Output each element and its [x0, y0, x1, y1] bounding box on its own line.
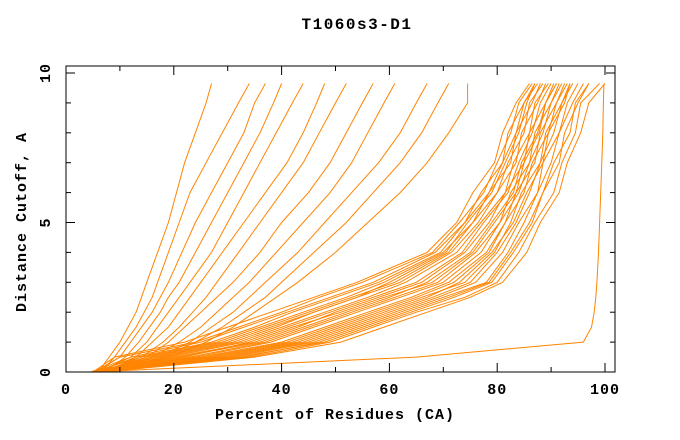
y-axis-label: Distance Cutoff, A	[14, 132, 31, 312]
plot-title: T1060s3-D1	[301, 16, 412, 34]
model-curve	[95, 83, 266, 373]
y-tick-label: 10	[38, 63, 55, 83]
tick-labels: 0 20 40 60 80 100 0 5 10	[38, 63, 620, 399]
model-curve	[103, 83, 606, 373]
model-curve	[97, 83, 212, 373]
x-tick-label: 40	[272, 382, 292, 399]
model-curve	[98, 83, 574, 373]
model-curve	[98, 83, 304, 373]
x-tick-label: 60	[379, 382, 399, 399]
model-curve	[100, 83, 347, 373]
model-curve	[92, 83, 605, 373]
model-curve	[103, 83, 283, 373]
plot-frame-and-ticks	[65, 65, 616, 373]
x-tick-label: 20	[164, 382, 184, 399]
model-curve	[103, 83, 469, 373]
y-tick-label: 5	[38, 217, 55, 227]
model-curve	[92, 83, 530, 373]
model-curve	[95, 83, 557, 373]
model-curve	[93, 83, 552, 373]
model-curve	[100, 83, 250, 373]
model-curve	[100, 83, 600, 373]
model-curve	[98, 83, 428, 373]
model-curve	[93, 83, 533, 373]
model-curve	[97, 83, 544, 373]
x-axis-label: Percent of Residues (CA)	[215, 407, 455, 424]
x-tick-label: 80	[487, 382, 507, 399]
model-curve	[95, 83, 536, 373]
model-curve	[95, 83, 539, 373]
model-curve	[103, 83, 579, 373]
model-curve	[104, 83, 590, 373]
model-curve	[106, 83, 326, 373]
model-curves	[90, 83, 606, 373]
model-curve	[92, 83, 547, 373]
model-curve	[104, 83, 590, 373]
model-curve	[98, 83, 549, 373]
model-curve	[102, 83, 571, 373]
plot-frame	[65, 65, 616, 373]
model-curve	[100, 83, 560, 373]
model-curve	[106, 83, 396, 373]
model-curve	[96, 83, 563, 373]
model-curve	[90, 83, 536, 373]
model-curve	[98, 83, 557, 373]
model-curve	[99, 83, 584, 373]
model-curve	[108, 83, 450, 373]
model-curve	[102, 83, 571, 373]
model-curve	[103, 83, 374, 373]
model-curve	[101, 83, 566, 373]
x-tick-label: 0	[61, 382, 71, 399]
model-curve	[99, 83, 555, 373]
x-tick-label: 100	[590, 382, 620, 399]
model-curve	[91, 83, 541, 373]
y-tick-label: 0	[38, 367, 55, 377]
model-curve	[97, 83, 568, 373]
